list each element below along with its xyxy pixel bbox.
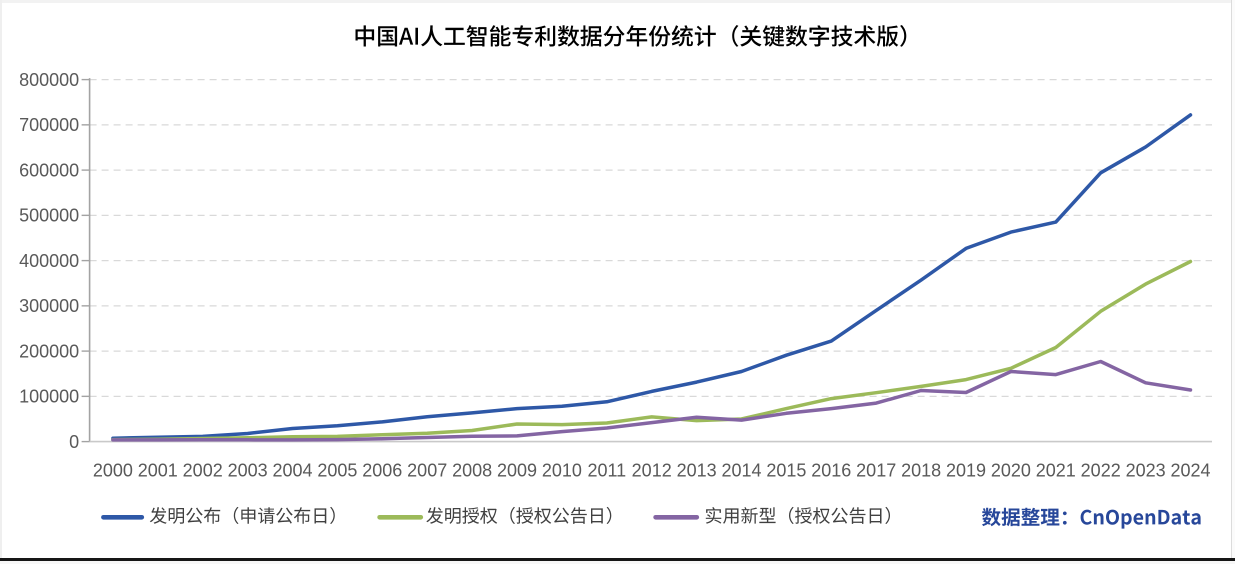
x-axis-label: 2023	[1126, 461, 1166, 481]
window-right-margin	[1232, 0, 1235, 558]
y-axis-label: 800000	[19, 70, 79, 90]
x-axis-label: 2000	[93, 461, 133, 481]
window-left-edge	[0, 0, 2, 560]
y-axis-label: 700000	[19, 115, 79, 135]
legend-label-invention-grant-glyphs	[426, 506, 612, 524]
x-axis-label: 2008	[452, 461, 492, 481]
x-axis-label: 2020	[991, 461, 1031, 481]
window-bottom-edge	[0, 557, 1235, 561]
x-axis-label: 2007	[407, 461, 447, 481]
y-axis-label: 500000	[19, 206, 79, 226]
x-axis-labels: 2000 2001 2002 2003 2004 2005 2006 2007 2008 2009…	[93, 461, 1211, 481]
x-axis-label: 2014	[721, 461, 761, 481]
y-axis-label: 300000	[19, 296, 79, 316]
x-axis-label: 2012	[632, 461, 672, 481]
y-axis-label: 600000	[19, 160, 79, 180]
series-line-1	[111, 259, 1193, 442]
x-axis-label: 2001	[138, 461, 178, 481]
x-axis-label: 2002	[183, 461, 223, 481]
window-right-edge	[1230, 0, 1232, 558]
x-axis-label: 2021	[1036, 461, 1076, 481]
y-axis-label: 100000	[19, 387, 79, 407]
chart-title-glyphs	[355, 25, 907, 47]
x-axis-label: 2010	[542, 461, 582, 481]
y-axis-label: 400000	[19, 251, 79, 271]
x-axis-label: 2016	[811, 461, 851, 481]
y-axis-label: 0	[69, 432, 79, 452]
x-axis-label: 2004	[272, 461, 312, 481]
x-axis-label: 2015	[766, 461, 806, 481]
x-axis-label: 2022	[1081, 461, 1121, 481]
y-axis-label: 200000	[19, 341, 79, 361]
x-axis-label: 2019	[946, 461, 986, 481]
legend-label-invention-publication-glyphs	[149, 506, 335, 524]
window-top-edge	[0, 0, 1235, 3]
gridlines	[89, 78, 1212, 398]
legend-label-utility-model-glyphs	[705, 506, 890, 524]
x-axis-label: 2013	[677, 461, 717, 481]
x-axis-label: 2011	[587, 461, 626, 481]
series-line-2	[111, 359, 1193, 442]
x-axis-label: 2024	[1170, 461, 1210, 481]
x-axis-label: 2006	[362, 461, 402, 481]
axes	[81, 78, 1212, 443]
series-lines	[111, 113, 1193, 442]
x-axis-label: 2018	[901, 461, 941, 481]
credit-glyphs	[981, 507, 1201, 529]
legend	[101, 506, 890, 524]
x-axis-label: 2005	[317, 461, 357, 481]
x-axis-label: 2003	[228, 461, 268, 481]
series-line-0	[111, 113, 1193, 440]
x-axis-label: 2009	[497, 461, 537, 481]
y-axis-labels: 0 100000 200000 300000 400000 500000 600000 700…	[19, 70, 79, 452]
window-bottom-margin	[0, 560, 1235, 564]
x-axis-label: 2017	[856, 461, 896, 481]
